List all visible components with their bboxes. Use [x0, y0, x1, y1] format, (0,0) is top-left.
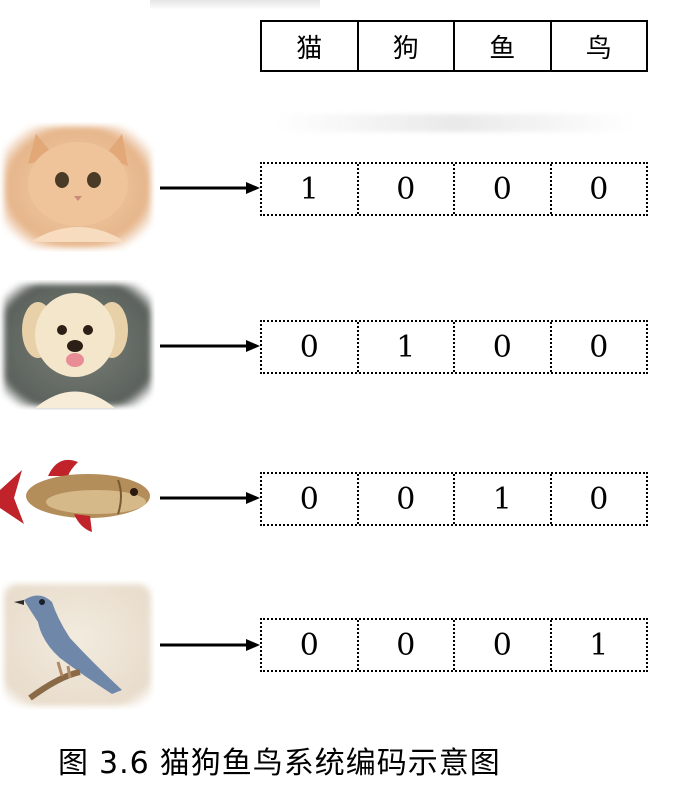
arrow-bird [160, 638, 260, 652]
faded-divider [275, 114, 635, 132]
code-cell: 0 [455, 620, 552, 670]
code-cell: 0 [262, 620, 359, 670]
code-cell: 1 [455, 474, 552, 524]
header-cell-dog: 狗 [359, 22, 455, 70]
arrow-fish [160, 491, 260, 505]
code-table-fish: 0 0 1 0 [260, 472, 648, 526]
code-cell: 0 [359, 620, 455, 670]
caption-label: 图 [58, 746, 89, 781]
code-cell: 1 [589, 627, 609, 663]
caption-number: 3.6 [99, 746, 150, 781]
code-cell: 1 [359, 322, 455, 372]
code-table-cat: 1 0 0 0 [260, 162, 648, 216]
fish-image [0, 432, 155, 562]
code-cell: 1 [262, 164, 359, 214]
code-cell: 0 [455, 164, 552, 214]
row-bird: 0 0 0 1 [0, 580, 673, 710]
arrow-dog [160, 339, 260, 353]
code-cell: 0 [359, 474, 455, 524]
code-cell: 0 [589, 481, 609, 517]
row-fish: 0 0 1 0 [0, 432, 673, 562]
header-cell-cat: 猫 [262, 22, 359, 70]
dog-image [0, 280, 155, 410]
row-dog: 0 1 0 0 [0, 280, 673, 410]
header-cell-bird: 鸟 [585, 33, 612, 64]
top-fade [150, 0, 320, 10]
code-cell: 0 [262, 322, 359, 372]
arrow-cat [160, 181, 260, 195]
header-cell-fish: 鱼 [455, 22, 552, 70]
caption-text: 猫狗鱼鸟系统编码示意图 [159, 746, 501, 781]
figure-caption: 图 3.6 猫狗鱼鸟系统编码示意图 [58, 738, 511, 782]
code-cell: 0 [359, 164, 455, 214]
bird-image [0, 580, 155, 710]
code-cell: 0 [589, 329, 609, 365]
cat-image [0, 122, 155, 252]
code-cell: 0 [262, 474, 359, 524]
category-header-table: 猫 狗 鱼 鸟 [260, 20, 648, 72]
code-cell: 0 [455, 322, 552, 372]
code-table-dog: 0 1 0 0 [260, 320, 648, 374]
code-table-bird: 0 0 0 1 [260, 618, 648, 672]
row-cat: 1 0 0 0 [0, 122, 673, 252]
code-cell: 0 [589, 171, 609, 207]
